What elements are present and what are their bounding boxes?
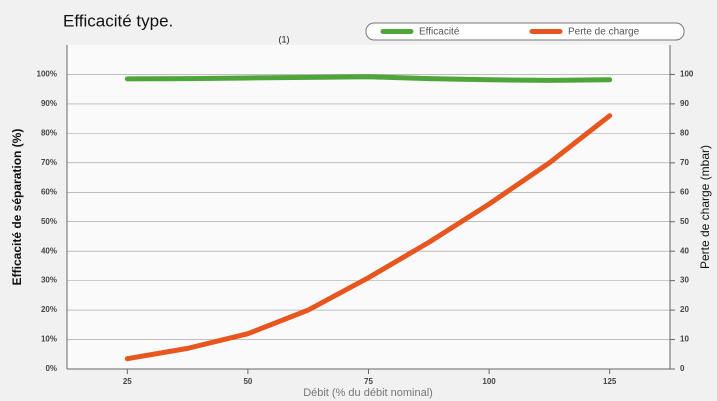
y2-tick-label: 40 <box>680 246 689 255</box>
y2-tick-label: 90 <box>680 99 689 108</box>
plot-area <box>67 45 670 369</box>
y-tick-label: 100% <box>37 70 57 79</box>
y2-tick-label: 0 <box>680 364 685 373</box>
legend-label: Perte de charge <box>568 27 640 38</box>
y2-tick-label: 20 <box>680 305 689 314</box>
y2-tick-label: 80 <box>680 128 689 137</box>
legend-box <box>365 22 685 41</box>
y-axis-title: Efficacité de séparation (%) <box>10 129 24 286</box>
x-axis-title: Débit (% du débit nominal) <box>303 387 433 399</box>
y2-tick-label: 50 <box>680 217 689 226</box>
y-tick-label: 30% <box>41 276 57 285</box>
y-tick-label: 60% <box>41 187 57 196</box>
x-tick-label: 25 <box>123 377 132 386</box>
y-tick-label: 50% <box>41 217 57 226</box>
y2-tick-label: 30 <box>680 276 689 285</box>
y-tick-label: 70% <box>41 158 57 167</box>
y2-tick-label: 60 <box>680 187 689 196</box>
y-tick-label: 80% <box>41 128 57 137</box>
y-tick-label: 40% <box>41 246 57 255</box>
series-line <box>124 113 613 362</box>
x-tick-label: 75 <box>364 377 373 386</box>
x-tick-label: 100 <box>482 377 496 386</box>
y-tick-label: 90% <box>41 99 57 108</box>
x-tick-label: 50 <box>243 377 252 386</box>
y2-tick-label: 100 <box>680 70 694 79</box>
note: (1) <box>279 34 290 44</box>
y2-tick-label: 10 <box>680 335 689 344</box>
y2-tick-label: 70 <box>680 158 689 167</box>
series-line <box>124 74 613 83</box>
legend-label: Efficacité <box>419 27 460 38</box>
y-tick-label: 0% <box>45 364 57 373</box>
x-tick-label: 125 <box>603 377 617 386</box>
chart-title: Efficacité type. <box>63 11 173 30</box>
y-tick-label: 10% <box>41 335 57 344</box>
y-tick-label: 20% <box>41 305 57 314</box>
y2-axis-title: Perte de charge (mbar) <box>698 145 712 269</box>
